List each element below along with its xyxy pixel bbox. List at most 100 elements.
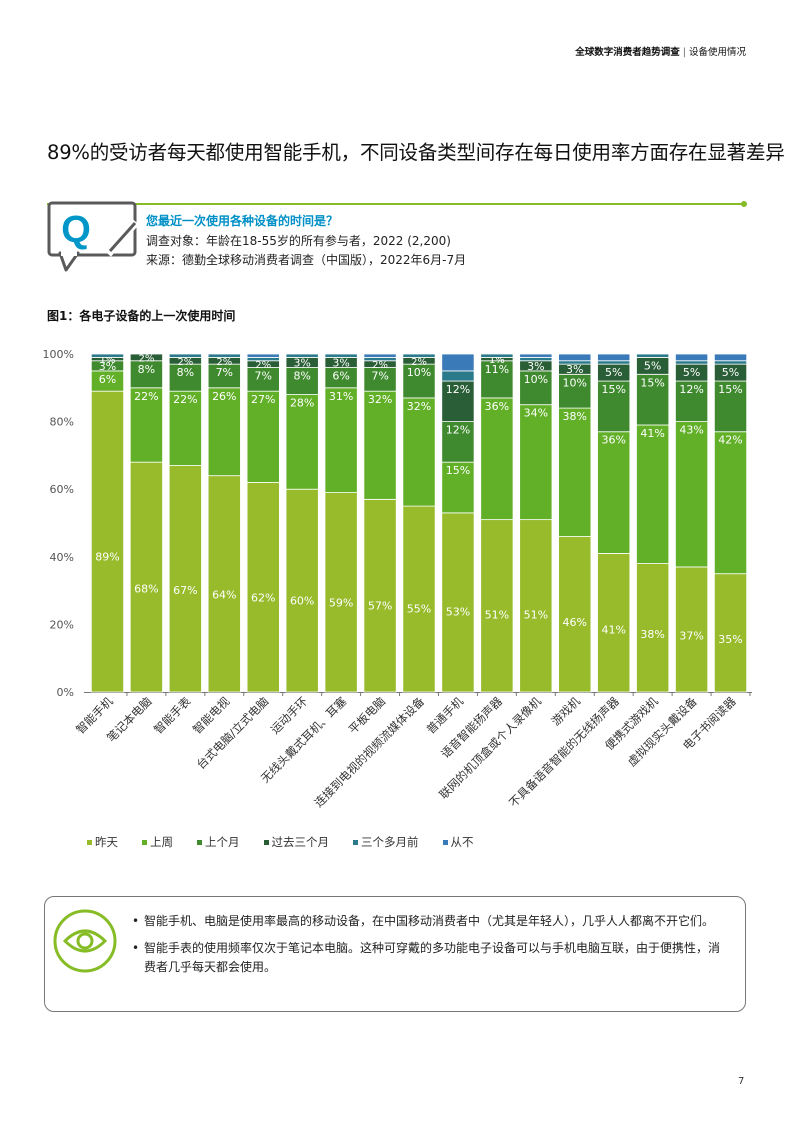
bar-segment [636, 353, 670, 358]
bar-segment [324, 492, 358, 693]
data-label: 37% [679, 630, 703, 643]
data-label: 38% [563, 410, 587, 423]
legend-swatch [142, 839, 147, 845]
data-label: 34% [524, 407, 548, 420]
data-label: 51% [524, 608, 548, 621]
data-label: 12% [446, 383, 470, 396]
data-label: 2% [216, 357, 232, 368]
bar-segment [402, 353, 436, 358]
data-label: 8% [138, 363, 155, 376]
data-label: 55% [407, 602, 431, 615]
legend-label: 上个月 [205, 835, 240, 849]
header-title: 全球数字消费者趋势调查 [575, 47, 680, 58]
data-label: 3% [293, 356, 310, 369]
header-section: 设备使用情况 [688, 47, 746, 58]
data-label: 32% [368, 393, 392, 406]
bar-segment [285, 367, 319, 395]
bar-segment [285, 353, 319, 358]
data-label: 67% [173, 584, 197, 597]
bar-segment [246, 356, 280, 362]
data-label: 2% [177, 357, 193, 368]
bar-segment [675, 566, 709, 693]
data-label: 41% [601, 624, 625, 637]
data-label: 31% [329, 390, 353, 403]
bar-segment [480, 519, 514, 693]
running-header: 全球数字消费者趋势调查 | 设备使用情况 [575, 47, 746, 58]
legend-item: 上周 [142, 834, 173, 850]
data-label: 41% [640, 427, 664, 440]
legend-item: 三个多月前 [353, 834, 419, 850]
legend-item: 昨天 [87, 834, 118, 850]
bar-segment [597, 553, 631, 693]
bar-segment [324, 353, 358, 358]
bar-segment [597, 431, 631, 554]
data-label: 6% [332, 370, 349, 383]
data-label: 2% [255, 360, 271, 371]
bar-segment [675, 421, 709, 568]
data-label: 59% [329, 596, 353, 609]
data-label: 5% [683, 366, 700, 379]
data-label: 10% [524, 373, 548, 386]
bar-segment [636, 373, 670, 426]
bar-segment [713, 431, 748, 575]
data-label: 5% [605, 366, 622, 379]
bar-segment [285, 394, 319, 490]
data-label: 5% [722, 366, 739, 379]
bar-segment [129, 360, 163, 389]
legend-item: 从不 [442, 834, 474, 850]
bar-segment [675, 353, 709, 362]
category-label: 智能手表 [151, 694, 194, 737]
data-label: 7% [371, 370, 388, 383]
data-label: 11% [485, 363, 509, 376]
data-label: 51% [485, 608, 509, 621]
category-label: 台式电脑/立式电脑 [194, 694, 272, 772]
data-label: 35% [718, 633, 742, 646]
data-label: 27% [251, 393, 275, 406]
bar-segment [168, 390, 202, 466]
legend-label: 上周 [150, 835, 173, 849]
bar-segment [480, 360, 514, 399]
data-label: 15% [601, 383, 625, 396]
bar-segment [441, 380, 475, 423]
bar-segment [636, 424, 670, 564]
bar-segment [636, 563, 670, 693]
data-label: 12% [446, 424, 470, 437]
data-label: 2% [138, 353, 154, 364]
legend-item: 过去三个月 [263, 834, 329, 850]
data-label: 68% [134, 583, 158, 596]
data-label: 1% [489, 355, 505, 366]
legend-label: 三个多月前 [361, 835, 419, 849]
data-label: 32% [407, 400, 431, 413]
category-label: 虚拟现实头戴设备 [625, 694, 700, 769]
bar-segment [129, 461, 163, 693]
bar-segment [519, 519, 553, 693]
data-label: 15% [640, 376, 664, 389]
data-label: 22% [134, 390, 158, 403]
y-tick-label: 60% [50, 483, 74, 496]
bar-segment [324, 387, 358, 493]
data-label: 38% [640, 628, 664, 641]
bar-segment [363, 353, 397, 358]
bar-segment [519, 356, 553, 362]
bar-segment [168, 465, 202, 693]
data-label: 28% [290, 397, 314, 410]
bar-segment [597, 353, 631, 362]
legend-item: 上个月 [197, 834, 240, 850]
legend-swatch [197, 839, 202, 845]
data-label: 8% [293, 370, 310, 383]
data-label: 53% [446, 605, 470, 618]
data-label: 7% [216, 366, 233, 379]
source-text: 来源：德勤全球移动消费者调查（中国版），2022年6月-7月 [146, 253, 467, 267]
data-label: 26% [212, 390, 236, 403]
bar-segment [480, 397, 514, 521]
question-icon: Q [47, 201, 138, 272]
bar-segment [207, 353, 241, 358]
figure-title: 图1：各电子设备的上一次使用时间 [47, 309, 236, 323]
legend-swatch [263, 839, 269, 845]
data-label: 89% [95, 551, 119, 564]
legend-label: 从不 [450, 835, 474, 849]
data-label: 5% [644, 359, 661, 372]
data-label: 2% [411, 357, 427, 368]
bar-segment [558, 407, 592, 537]
data-label: 36% [601, 434, 625, 447]
